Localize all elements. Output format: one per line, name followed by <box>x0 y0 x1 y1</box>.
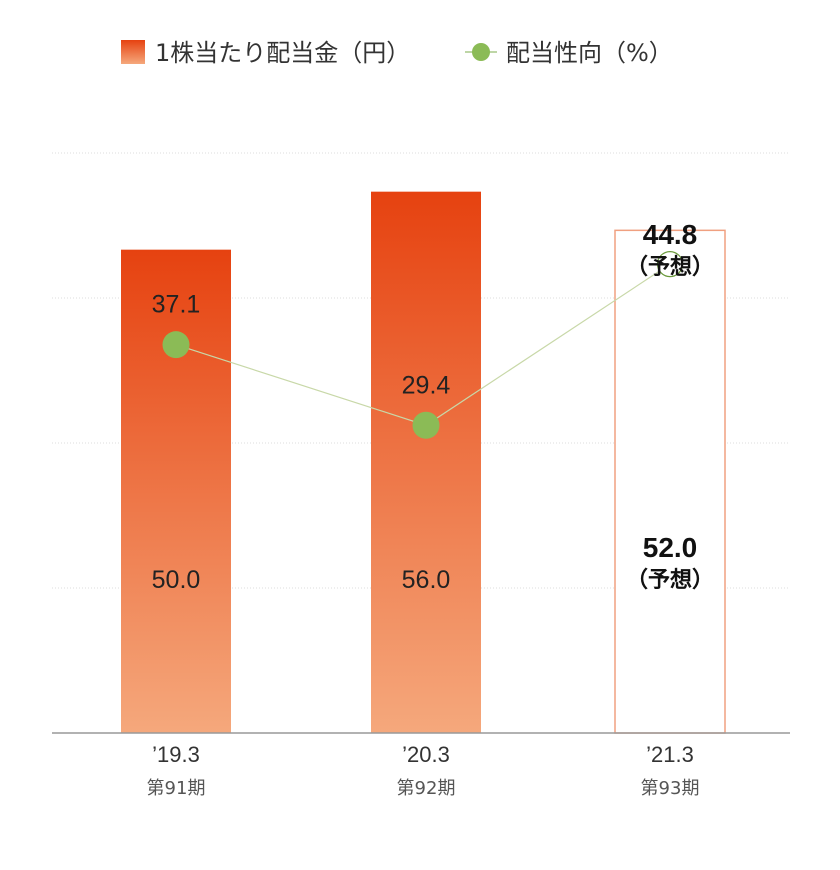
ratio-value-label: 44.8 <box>643 219 698 250</box>
x-tick-label: ’20.3 <box>402 742 450 767</box>
dividend-value-label: 50.0 <box>152 566 201 594</box>
x-axis: ’19.3 第91期 ’20.3 第92期 ’21.3 第93期 <box>52 732 790 799</box>
ratio-marker <box>412 411 440 439</box>
ratio-value-label: 37.1 <box>152 291 201 319</box>
bars <box>121 191 726 734</box>
x-tick-label: ’21.3 <box>646 742 694 767</box>
legend-bar-label: 1株当たり配当金（円） <box>155 39 410 67</box>
x-tick-sublabel: 第92期 <box>397 778 456 799</box>
forecast-note-label: （予想） <box>626 568 714 593</box>
forecast-note-label: （予想） <box>626 255 714 280</box>
dividend-value-label: 56.0 <box>402 566 451 594</box>
x-tick-label: ’19.3 <box>152 742 200 767</box>
x-tick-sublabel: 第91期 <box>147 778 206 799</box>
ratio-value-label: 29.4 <box>402 371 451 399</box>
dividend-bar <box>121 249 231 733</box>
legend-marker-swatch <box>472 43 490 61</box>
forecast-ratio-marker <box>656 250 684 278</box>
legend-bar-swatch <box>121 40 145 64</box>
dividend-value-label: 52.0 <box>643 532 698 563</box>
ratio-marker <box>162 331 190 359</box>
data-labels: 50.0 56.0 52.0 （予想） 37.1 29.4 44.8 （予想） <box>152 219 714 594</box>
ratio-line <box>162 250 684 439</box>
dividend-bar <box>371 191 481 733</box>
legend-line-label: 配当性向（%） <box>506 39 673 67</box>
legend: 1株当たり配当金（円） 配当性向（%） <box>121 39 673 67</box>
x-tick-sublabel: 第93期 <box>641 778 700 799</box>
forecast-dividend-bar <box>614 229 726 734</box>
